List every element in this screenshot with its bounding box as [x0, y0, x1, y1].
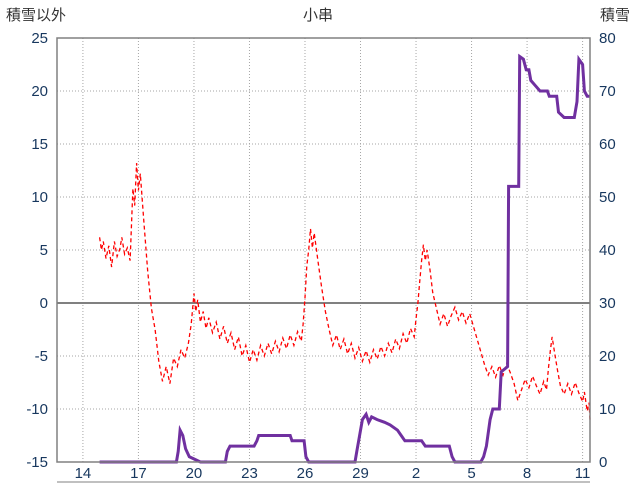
series-snow-depth — [99, 53, 590, 464]
right-tick-label: 0 — [599, 454, 607, 471]
right-tick-label: 10 — [599, 401, 616, 418]
x-tick-label: 11 — [575, 465, 591, 482]
x-tick-label: 5 — [467, 465, 475, 482]
left-tick-label: -5 — [35, 348, 48, 365]
left-tick-label: 5 — [40, 242, 48, 259]
right-axis-title: 積雪 — [599, 7, 630, 24]
left-axis-title: 積雪以外 — [6, 7, 67, 24]
right-tick-label: 40 — [599, 242, 616, 259]
left-tick-label: -15 — [26, 454, 48, 471]
right-tick-label: 30 — [599, 295, 616, 312]
left-tick-label: 25 — [31, 30, 48, 47]
x-tick-label: 26 — [297, 465, 314, 482]
x-tick-label: 23 — [241, 465, 258, 482]
left-tick-label: -10 — [26, 401, 48, 418]
right-tick-label: 50 — [599, 189, 616, 206]
x-tick-label: 29 — [352, 465, 369, 482]
x-tick-label: 20 — [186, 465, 203, 482]
x-tick-label: 14 — [75, 465, 92, 482]
x-tick-label: 8 — [523, 465, 531, 482]
left-tick-label: 15 — [31, 136, 48, 153]
right-tick-label: 70 — [599, 83, 616, 100]
x-tick-label: 2 — [412, 465, 420, 482]
x-tick-label: 17 — [130, 465, 147, 482]
series-temperature — [98, 163, 591, 420]
plot-border — [56, 37, 591, 463]
chart-title: 小串 — [302, 7, 333, 24]
right-tick-label: 60 — [599, 136, 616, 153]
left-tick-label: 0 — [40, 295, 48, 312]
right-tick-label: 20 — [599, 348, 616, 365]
left-tick-label: 10 — [31, 189, 48, 206]
left-tick-label: 20 — [31, 83, 48, 100]
right-tick-label: 80 — [599, 30, 616, 47]
